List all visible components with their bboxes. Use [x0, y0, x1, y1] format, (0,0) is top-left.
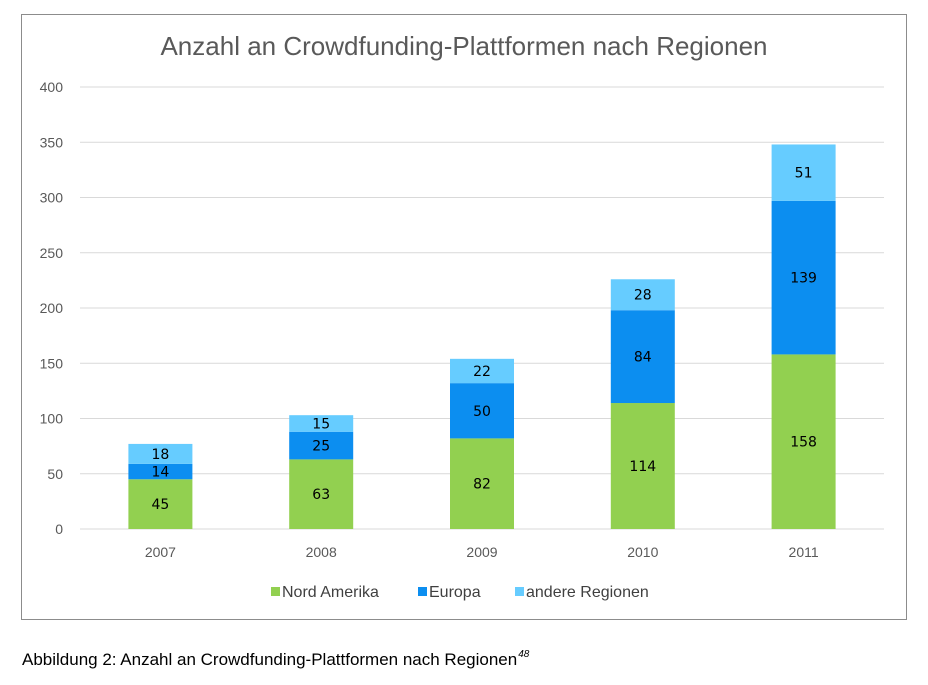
y-tick-label: 50	[47, 466, 63, 482]
bar-value-label: 51	[795, 166, 813, 182]
bar-value-label: 15	[312, 416, 330, 432]
bar-value-label: 139	[790, 271, 817, 287]
bar-segment	[450, 438, 514, 529]
legend-label: Nord Amerika	[282, 584, 379, 601]
bar-value-label: 114	[629, 459, 656, 475]
y-tick-label: 100	[40, 411, 64, 427]
bar-value-label: 22	[473, 364, 491, 380]
chart-svg: Anzahl an Crowdfunding-Plattformen nach …	[40, 31, 884, 601]
bar-value-label: 50	[473, 404, 491, 420]
x-tick-label: 2011	[789, 544, 819, 560]
chart-title: Anzahl an Crowdfunding-Plattformen nach …	[160, 31, 767, 61]
y-tick-label: 300	[40, 190, 64, 206]
bar-value-label: 28	[634, 288, 652, 304]
bar-value-label: 18	[151, 447, 169, 463]
bar-value-label: 84	[634, 350, 652, 366]
legend: Nord Amerika Europa andere Regionen	[271, 584, 649, 601]
bar-segment	[128, 463, 193, 480]
bar-segment	[771, 200, 836, 355]
bar-value-label: 63	[312, 487, 330, 503]
y-tick-label: 150	[40, 355, 64, 371]
bar-segment	[610, 310, 675, 404]
bar-segment	[128, 479, 193, 529]
y-tick-label: 400	[40, 79, 64, 95]
bar-segment	[610, 403, 675, 529]
bar-layer: 45 14 18 63 25 15 82 50 22 114 84 28 158 139 51	[128, 144, 836, 529]
bar-segment	[450, 383, 514, 439]
legend-label: andere Regionen	[526, 584, 649, 601]
x-tick-label: 2009	[466, 544, 497, 560]
x-tick-label: 2010	[627, 544, 658, 560]
bar-value-label: 82	[473, 477, 491, 493]
x-tick-label: 2008	[306, 544, 337, 560]
bar-segment	[128, 443, 193, 464]
bar-segment	[289, 459, 354, 529]
bar-value-label: 158	[790, 435, 817, 451]
y-tick-label: 250	[40, 245, 64, 261]
y-tick-label: 200	[40, 300, 64, 316]
y-axis-ticks: 0 50 100 150 200 250 300 350 400	[40, 79, 64, 537]
caption-text: Abbildung 2: Anzahl an Crowdfunding-Plat…	[22, 650, 518, 669]
bar-value-label: 45	[151, 497, 169, 513]
x-axis-ticks: 2007 2008 2009 2010 2011	[145, 544, 819, 560]
caption-footnote: 48	[518, 649, 530, 660]
legend-swatch	[515, 587, 524, 596]
bar-segment	[771, 354, 836, 529]
bar-segment	[289, 431, 354, 460]
figure-caption: Abbildung 2: Anzahl an Crowdfunding-Plat…	[22, 649, 529, 670]
bar-segment	[771, 144, 836, 201]
y-tick-label: 350	[40, 134, 64, 150]
legend-swatch	[271, 587, 280, 596]
bar-segment	[610, 279, 675, 311]
bar-segment	[289, 415, 354, 432]
bar-value-label: 14	[151, 465, 169, 481]
bar-segment	[450, 358, 514, 384]
bar-value-label: 25	[312, 439, 330, 455]
x-tick-label: 2007	[145, 544, 176, 560]
legend-label: Europa	[429, 584, 481, 601]
y-tick-label: 0	[55, 521, 63, 537]
legend-swatch	[418, 587, 427, 596]
